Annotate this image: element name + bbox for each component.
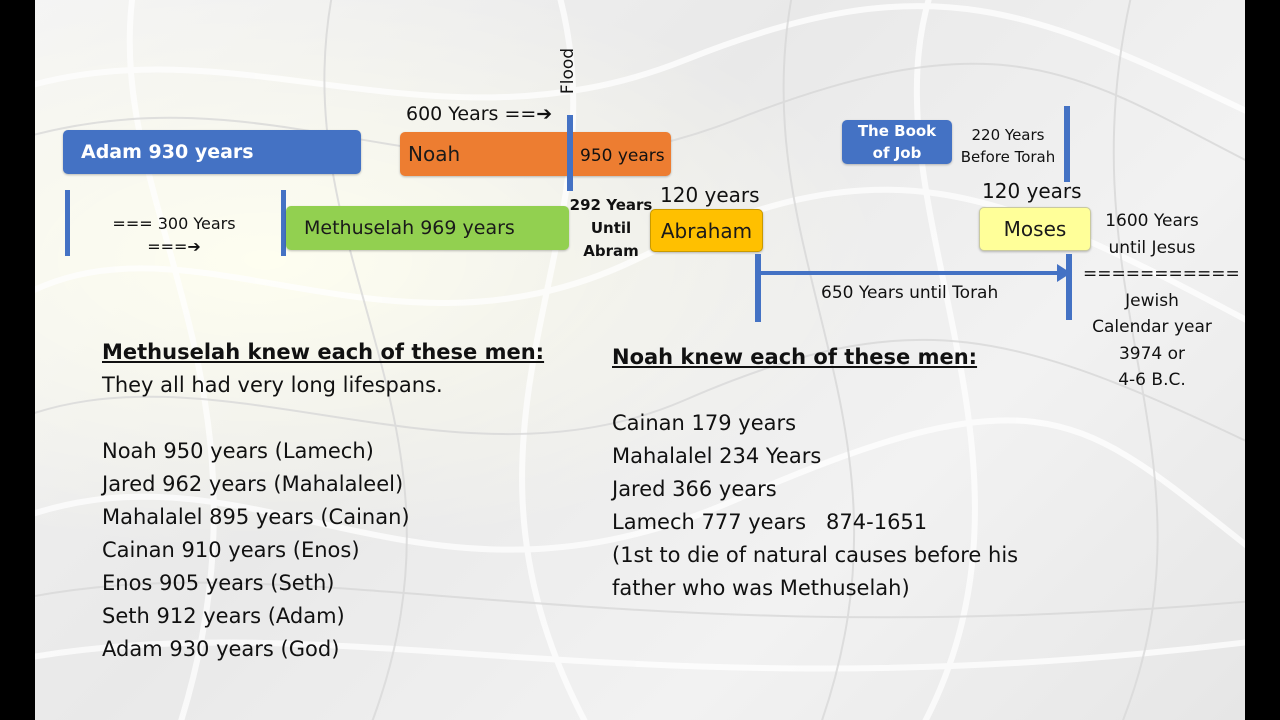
until-torah-arrow	[755, 254, 1071, 322]
list-item: father who was Methuselah)	[612, 576, 910, 600]
methuselah-box-label: Methuselah 969 years	[304, 217, 515, 239]
slide: Adam 930 years === 300 Years ===➔ Methus…	[35, 0, 1245, 720]
until-jesus-line7: 4-6 B.C.	[1118, 370, 1186, 390]
noah-600-years-label: 600 Years ==➔	[406, 103, 553, 125]
until-jesus-label: 1600 Years until Jesus =========== Jewis…	[1083, 208, 1240, 394]
until-jesus-line2: until Jesus	[1108, 237, 1196, 258]
noah-950-label: 950 years	[580, 146, 665, 166]
methuselah-list-subtitle: They all had very long lifespans.	[102, 373, 443, 397]
gap-300-line1: === 300 Years	[112, 214, 236, 233]
torah-marker-top	[1064, 106, 1070, 182]
abraham-box-label: Abraham	[660, 218, 753, 243]
until-jesus-line6: 3974 or	[1118, 343, 1186, 364]
list-item: Seth 912 years (Adam)	[102, 604, 345, 628]
methuselah-list: Methuselah knew each of these men: They …	[102, 336, 544, 666]
before-torah-line2: Before Torah	[960, 148, 1056, 166]
gap-300-years-label: === 300 Years ===➔	[99, 212, 249, 258]
before-torah-line1: 220 Years	[971, 126, 1045, 144]
list-item: Noah 950 years (Lamech)	[102, 439, 374, 463]
until-torah-label: 650 Years until Torah	[821, 283, 999, 303]
list-item: (1st to die of natural causes before his	[612, 543, 1019, 567]
list-item: Adam 930 years (God)	[102, 637, 340, 661]
methuselah-list-heading: Methuselah knew each of these men:	[102, 340, 545, 364]
adam-box: Adam 930 years	[63, 130, 361, 174]
list-item: Jared 366 years	[612, 477, 777, 501]
before-torah-label: 220 Years Before Torah	[953, 124, 1063, 168]
background-texture	[35, 0, 1245, 720]
list-item: Mahalalel 234 Years	[612, 444, 822, 468]
until-jesus-line4: Jewish	[1125, 290, 1179, 311]
abraham-box: Abraham	[650, 209, 763, 252]
noah-list-heading: Noah knew each of these men:	[612, 345, 978, 369]
moses-box: Moses	[979, 207, 1091, 251]
list-item: Cainan 179 years	[612, 411, 797, 435]
moses-120-label: 120 years	[982, 179, 1082, 203]
list-item: Jared 962 years (Mahalaleel)	[102, 472, 404, 496]
adam-box-label: Adam 930 years	[81, 141, 254, 163]
until-jesus-line5: Calendar year	[1092, 317, 1212, 337]
until-abram-line1: 292 Years	[569, 196, 653, 214]
until-abram-label: 292 Years Until Abram	[567, 194, 655, 263]
book-of-job-line2: of Job	[872, 144, 922, 162]
book-of-job-line1: The Book	[857, 122, 937, 140]
flood-marker	[567, 115, 573, 191]
list-item: Lamech 777 years 874-1651	[612, 510, 928, 534]
book-of-job-box: The Book of Job	[842, 120, 952, 164]
until-jesus-line1: 1600 Years	[1105, 211, 1199, 231]
list-item: Enos 905 years (Seth)	[102, 571, 335, 595]
methuselah-box: Methuselah 969 years	[286, 206, 569, 250]
until-abram-line3: Abram	[583, 242, 639, 260]
adam-start-marker	[65, 190, 70, 256]
noah-list: Noah knew each of these men: Cainan 179 …	[612, 341, 1018, 605]
list-item: Mahalalel 895 years (Cainan)	[102, 505, 410, 529]
noah-box-label: Noah	[408, 142, 461, 166]
noah-box: Noah	[400, 132, 671, 176]
flood-label: Flood	[558, 47, 578, 95]
list-item: Cainan 910 years (Enos)	[102, 538, 360, 562]
until-abram-line2: Until	[590, 219, 632, 237]
gap-300-line2: ===➔	[147, 237, 201, 256]
flood-label-wrap: Flood	[557, 44, 579, 100]
abraham-120-label: 120 years	[660, 183, 760, 207]
moses-box-label: Moses	[1003, 217, 1067, 241]
methuselah-start-marker	[281, 190, 286, 256]
until-jesus-line3: ===========	[1083, 264, 1240, 284]
torah-marker-bottom	[1066, 254, 1072, 320]
